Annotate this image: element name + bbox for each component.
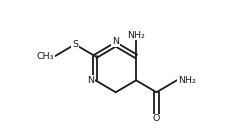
Text: N: N	[112, 37, 119, 46]
Text: S: S	[72, 40, 78, 49]
Text: N: N	[87, 76, 94, 85]
Text: O: O	[153, 114, 160, 123]
Text: NH₂: NH₂	[127, 31, 145, 40]
Text: CH₃: CH₃	[37, 52, 54, 61]
Text: NH₂: NH₂	[178, 76, 196, 85]
